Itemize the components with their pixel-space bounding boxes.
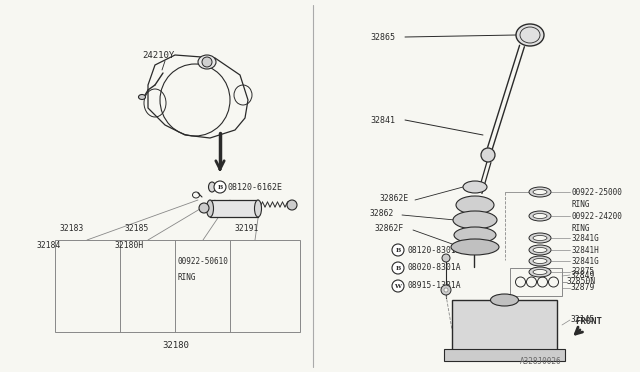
Text: 32862E: 32862E [380, 193, 409, 202]
Ellipse shape [490, 294, 518, 306]
Ellipse shape [209, 182, 216, 192]
Bar [444, 349, 565, 361]
Text: 32865: 32865 [370, 32, 395, 42]
Bar [55, 240, 300, 332]
Text: RING: RING [572, 224, 591, 232]
Circle shape [392, 262, 404, 274]
Circle shape [444, 288, 448, 292]
Text: 32145: 32145 [571, 315, 595, 324]
Text: 32849: 32849 [571, 270, 595, 279]
Text: 32184: 32184 [37, 241, 61, 250]
Circle shape [199, 203, 209, 213]
Text: RING: RING [572, 199, 591, 208]
Text: FRONT: FRONT [575, 317, 602, 327]
Text: 08120-8301E: 08120-8301E [407, 246, 461, 254]
Text: 32191: 32191 [235, 224, 259, 232]
Ellipse shape [453, 211, 497, 229]
Ellipse shape [529, 211, 551, 221]
Text: 08120-6162E: 08120-6162E [228, 183, 283, 192]
Ellipse shape [207, 200, 214, 217]
Text: B: B [396, 266, 401, 270]
Text: 24210Y: 24210Y [142, 51, 174, 60]
Text: 08020-8301A: 08020-8301A [407, 263, 461, 273]
Text: 32841: 32841 [370, 115, 395, 125]
Text: 08915-1381A: 08915-1381A [407, 282, 461, 291]
Ellipse shape [533, 235, 547, 241]
Ellipse shape [529, 233, 551, 243]
Text: B: B [396, 247, 401, 253]
Text: 32879: 32879 [571, 283, 595, 292]
Circle shape [214, 181, 226, 193]
Circle shape [441, 285, 451, 295]
Circle shape [442, 254, 450, 262]
Ellipse shape [255, 200, 262, 217]
Ellipse shape [451, 239, 499, 255]
Bar [452, 300, 557, 355]
Ellipse shape [529, 245, 551, 255]
Text: B: B [218, 185, 223, 189]
Circle shape [392, 280, 404, 292]
Ellipse shape [529, 256, 551, 266]
Ellipse shape [529, 267, 551, 277]
Ellipse shape [463, 181, 487, 193]
Text: 32850N: 32850N [567, 278, 596, 286]
Ellipse shape [533, 259, 547, 263]
Ellipse shape [529, 187, 551, 197]
Ellipse shape [456, 196, 494, 214]
Text: 32862F: 32862F [375, 224, 404, 232]
Text: 00922-24200: 00922-24200 [572, 212, 623, 221]
Bar [210, 200, 258, 217]
Text: W: W [394, 283, 401, 289]
Text: RING: RING [178, 273, 196, 282]
Text: 32875: 32875 [572, 267, 595, 276]
Ellipse shape [533, 189, 547, 195]
Text: 32185: 32185 [125, 224, 149, 232]
Circle shape [392, 244, 404, 256]
Ellipse shape [198, 55, 216, 69]
Text: A328J0026: A328J0026 [520, 357, 562, 366]
Circle shape [287, 200, 297, 210]
Text: 00922-25000: 00922-25000 [572, 187, 623, 196]
Text: 32841G: 32841G [572, 257, 600, 266]
Ellipse shape [138, 94, 145, 99]
Text: 32183: 32183 [60, 224, 84, 232]
Ellipse shape [516, 24, 544, 46]
Text: 32841G: 32841G [572, 234, 600, 243]
Ellipse shape [533, 214, 547, 218]
Circle shape [481, 148, 495, 162]
Circle shape [202, 57, 212, 67]
Ellipse shape [533, 247, 547, 253]
Ellipse shape [454, 227, 496, 243]
Bar [510, 268, 562, 296]
Text: 00922-50610: 00922-50610 [178, 257, 229, 266]
Ellipse shape [533, 269, 547, 275]
Text: 32841H: 32841H [572, 246, 600, 254]
Text: 32180H: 32180H [115, 241, 144, 250]
Text: 32862: 32862 [370, 208, 394, 218]
Text: 32180: 32180 [163, 341, 189, 350]
